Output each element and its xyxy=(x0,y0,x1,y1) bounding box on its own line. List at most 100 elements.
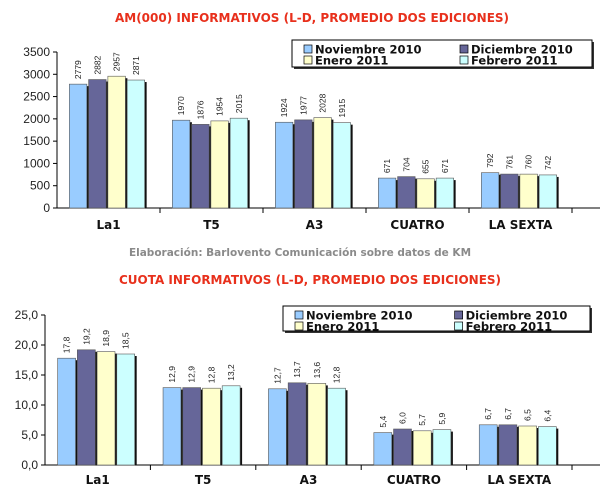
chart2-bar xyxy=(518,425,537,466)
chart1-bar xyxy=(378,177,397,209)
chart1-bar xyxy=(191,124,210,209)
chart2-y-tick-label: 0,0 xyxy=(21,458,38,472)
chart2-data-label: 5,7 xyxy=(417,414,427,426)
chart2-bar xyxy=(478,424,498,466)
chart1-y-tick-label: 2000 xyxy=(23,112,50,126)
chart2-data-label: 19,2 xyxy=(81,328,91,345)
chart1-bar xyxy=(88,79,107,209)
chart1-data-label: 1977 xyxy=(298,96,308,115)
chart2-bar xyxy=(182,387,201,466)
chart1-data-label: 1876 xyxy=(195,100,205,119)
chart2-data-label: 6,0 xyxy=(398,412,408,424)
chart1-category-label: CUATRO xyxy=(390,218,444,232)
chart2-legend-label: Noviembre 2010 xyxy=(306,309,412,323)
chart1-y-tick-label: 0 xyxy=(43,201,50,215)
chart2-bar xyxy=(327,387,346,466)
chart2-data-label: 12,7 xyxy=(272,367,282,384)
chart1-data-label: 2779 xyxy=(73,60,83,79)
chart1-legend-swatch xyxy=(303,55,313,65)
chart2-data-label: 5,9 xyxy=(437,413,447,425)
chart1-data-label: 2015 xyxy=(234,94,244,113)
chart2-legend-swatch xyxy=(454,321,463,331)
chart1-legend-swatch xyxy=(459,55,469,65)
chart1-bar xyxy=(538,174,557,209)
chart1-y-tick-label: 2500 xyxy=(23,90,50,104)
chart2-data-label: 5,4 xyxy=(378,416,388,428)
chart1-legend-label: Febrero 2011 xyxy=(471,54,557,68)
chart2-data-label: 17,8 xyxy=(62,336,72,353)
chart1-bar xyxy=(210,120,229,209)
chart1-category-label: LA SEXTA xyxy=(489,218,553,232)
chart1-data-label: 742 xyxy=(543,155,553,169)
chart1-category-label: A3 xyxy=(306,218,324,232)
chart1-legend xyxy=(291,39,593,68)
chart2-category-label: LA SEXTA xyxy=(487,473,551,487)
chart2-category-label: La1 xyxy=(86,473,110,487)
chart1-y-tick-label: 3500 xyxy=(23,45,50,59)
chart1-legend-swatch xyxy=(303,44,313,54)
chart2-bar xyxy=(307,383,327,466)
chart1-y-tick-label: 3000 xyxy=(23,67,50,81)
chart1-category-label: T5 xyxy=(203,218,220,232)
chart1-bar xyxy=(126,79,145,209)
chart1-data-label: 1915 xyxy=(337,98,347,117)
chart2-data-label: 13,7 xyxy=(292,361,302,378)
chart2-bar xyxy=(412,430,432,466)
chart2-bar xyxy=(162,387,182,466)
chart1-bar xyxy=(332,122,351,209)
chart2-data-label: 18,9 xyxy=(101,330,111,347)
chart1-data-label: 1970 xyxy=(176,96,186,115)
chart1-bar xyxy=(313,117,332,209)
chart2-legend xyxy=(282,305,591,332)
chart2-data-label: 13,6 xyxy=(312,362,322,379)
chart1-data-label: 704 xyxy=(401,157,411,171)
chart1-y-tick-label: 1500 xyxy=(23,134,50,148)
chart2-bar xyxy=(432,429,452,466)
chart2-data-label: 6,4 xyxy=(542,410,552,422)
chart2-legend-label: Diciembre 2010 xyxy=(466,309,568,323)
chart2-category-label: A3 xyxy=(300,473,318,487)
chart1-legend-swatch xyxy=(459,44,469,54)
chart2-bar xyxy=(498,424,518,466)
chart2-bar xyxy=(96,351,116,466)
chart1-legend-label: Diciembre 2010 xyxy=(471,43,573,57)
chart1-data-label: 761 xyxy=(504,155,514,169)
chart2-title: CUOTA INFORMATIVOS (L-D, PROMEDIO DOS ED… xyxy=(119,273,501,287)
chart1-data-label: 671 xyxy=(440,159,450,173)
chart2-bar xyxy=(57,357,76,466)
chart2-data-label: 12,9 xyxy=(167,366,177,383)
chart1-y-tick-label: 1000 xyxy=(23,156,50,170)
chart2-category-label: CUATRO xyxy=(387,473,441,487)
chart2-data-label: 6,7 xyxy=(503,408,513,420)
chart1-data-label: 792 xyxy=(485,153,495,167)
chart1-data-label: 655 xyxy=(421,159,431,173)
chart2-category-label: T5 xyxy=(195,473,212,487)
chart2-bar xyxy=(268,388,287,466)
chart2-bar xyxy=(373,432,393,466)
chart1-title: AM(000) INFORMATIVOS (L-D, PROMEDIO DOS … xyxy=(115,11,509,25)
chart2-data-label: 6,5 xyxy=(523,409,533,421)
chart2-bar xyxy=(116,353,135,466)
chart1-y-tick-label: 500 xyxy=(30,179,50,193)
chart1-legend-label: Noviembre 2010 xyxy=(315,43,421,57)
chart2-y-tick-label: 25,0 xyxy=(15,308,39,322)
chart1-data-label: 2871 xyxy=(131,56,141,75)
chart1-legend-label: Enero 2011 xyxy=(315,54,388,68)
chart1-data-label: 1924 xyxy=(279,98,289,117)
source-note: Elaboración: Barlovento Comunicación sob… xyxy=(129,247,471,259)
chart2-y-tick-label: 10,0 xyxy=(15,398,39,412)
chart1-bar xyxy=(294,119,313,209)
chart1-bar xyxy=(500,173,519,209)
chart2-data-label: 12,9 xyxy=(187,366,197,383)
chart1-data-label: 2028 xyxy=(318,93,328,112)
chart2-y-tick-label: 20,0 xyxy=(15,338,39,352)
chart2-data-label: 6,7 xyxy=(483,408,493,420)
chart2-data-label: 12,8 xyxy=(332,366,342,383)
chart1-bar xyxy=(397,176,416,209)
chart2-legend-swatch xyxy=(294,321,304,331)
chart2-bar xyxy=(393,428,412,466)
chart1-bar xyxy=(519,173,538,209)
chart1-bar xyxy=(416,178,435,209)
chart2-data-label: 12,8 xyxy=(206,366,216,383)
